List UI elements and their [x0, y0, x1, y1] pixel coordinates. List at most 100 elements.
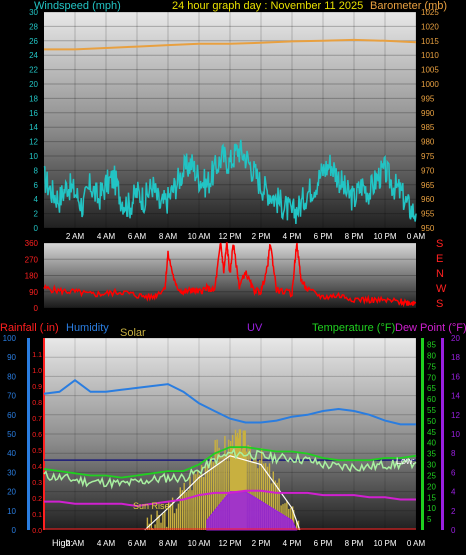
rainfall-tick-label: 0.2: [32, 496, 42, 503]
sunrise-label: Sun Rise: [133, 501, 170, 511]
solar-bar: [268, 463, 271, 530]
solar-bar: [191, 490, 193, 530]
solar-bar: [270, 483, 273, 530]
legend-dewpoint: Dew Point (°F): [395, 322, 466, 334]
uv-tick-label: 8: [451, 449, 456, 458]
compass-label: S: [436, 298, 443, 310]
barometer-tick-label: 980: [421, 138, 435, 147]
temperature-tick-label: 60: [427, 395, 436, 404]
x-tick-label: 4 PM: [283, 232, 302, 241]
solar-bar: [261, 448, 263, 530]
solar-bar: [148, 523, 150, 530]
solar-bar: [199, 474, 201, 530]
solar-bar: [278, 478, 280, 530]
humidity-tick-label: 70: [7, 392, 16, 401]
wind-tick-label: 2: [34, 210, 39, 219]
temperature-tick-label: 40: [427, 439, 436, 448]
uv-tick-label: 4: [451, 488, 456, 497]
barometer-title: Barometer (mb): [370, 0, 447, 12]
x-tick-label: 6 AM: [128, 539, 147, 548]
wind-tick-label: 6: [34, 181, 39, 190]
solar-bar: [197, 471, 199, 530]
solar-bar: [241, 448, 243, 530]
solar-bar: [253, 459, 255, 530]
solar-bar: [168, 502, 170, 530]
humidity-tick-label: 100: [3, 334, 17, 343]
barometer-line: [44, 38, 417, 51]
climate-panel-series: [43, 378, 417, 531]
compass-label: S: [436, 238, 443, 250]
solar-bar: [224, 436, 226, 530]
x-tick-label: 12 PM: [218, 539, 241, 548]
x-tick-label: 12 PM: [218, 232, 241, 241]
solar-bar: [292, 506, 294, 530]
solar-bar: [228, 439, 230, 530]
uv-tick-label: 10: [451, 430, 460, 439]
solar-bar: [231, 446, 233, 530]
wind-tick-label: 0: [34, 224, 39, 233]
temperature-tick-label: 25: [427, 471, 436, 480]
direction-panel-series: [43, 241, 417, 308]
rainfall-tick-label: 0.7: [32, 416, 42, 423]
solar-bar: [154, 524, 156, 530]
direction-line: [43, 241, 417, 308]
x-tick-label: 8 PM: [345, 232, 364, 241]
rainfall-tick-label: 0.8: [32, 400, 42, 407]
barometer-tick-label: 960: [421, 195, 435, 204]
uv-tick-label: 16: [451, 372, 460, 381]
rainfall-tick-label: 0.9: [32, 384, 42, 391]
direction-tick-label: 360: [25, 239, 39, 248]
solar-bar: [216, 439, 218, 530]
solar-bar: [293, 510, 295, 530]
wind-tick-label: 30: [29, 8, 38, 17]
rainfall-tick-label: 1.1: [32, 352, 42, 359]
temperature-tick-label: 50: [427, 417, 436, 426]
temperature-tick-label: 65: [427, 384, 436, 393]
solar-bar: [214, 440, 216, 530]
solar-bar: [166, 526, 168, 530]
uv-axis-bar: [441, 338, 444, 530]
rainfall-tick-label: 0.3: [32, 480, 42, 487]
solar-bar: [179, 487, 181, 530]
wind-tick-label: 16: [29, 109, 38, 118]
x-tick-label: 0 AM: [407, 232, 426, 241]
temperature-tick-label: 85: [427, 341, 436, 350]
humidity-tick-label: 80: [7, 372, 16, 381]
x-tick-label: 2 AM: [66, 539, 85, 548]
x-tick-label: 4 PM: [283, 539, 302, 548]
temperature-tick-label: 55: [427, 406, 436, 415]
graph-title: 24 hour graph day : November 11 2025: [172, 0, 363, 12]
uv-tick-label: 18: [451, 353, 460, 362]
compass-label: N: [436, 268, 444, 280]
x-tick-label: 8 AM: [159, 539, 178, 548]
x-tick-label: 4 AM: [97, 539, 116, 548]
temperature-tick-label: 70: [427, 373, 436, 382]
barometer-tick-label: 1005: [421, 66, 439, 75]
solar-bar: [204, 465, 207, 530]
solar-bar: [259, 459, 261, 530]
x-tick-label: 2 AM: [66, 232, 85, 241]
wind-tick-label: 12: [29, 138, 38, 147]
direction-axis-labels: 0 90 180 270 360: [25, 239, 39, 313]
solar-bar: [290, 507, 292, 530]
x-tick-label: 10 PM: [373, 539, 396, 548]
wind-tick-label: 24: [29, 51, 38, 60]
solar-bar: [189, 476, 191, 530]
barometer-tick-label: 950: [421, 224, 435, 233]
solar-bar: [195, 474, 197, 530]
uv-tick-label: 6: [451, 468, 456, 477]
solar-bar: [262, 463, 265, 530]
uv-tick-label: 12: [451, 411, 460, 420]
humidity-axis-bar: [27, 338, 30, 530]
rainfall-tick-label: 0.1: [32, 512, 42, 519]
humidity-tick-label: 50: [7, 430, 16, 439]
x-tick-label: 8 PM: [345, 539, 364, 548]
wind-tick-label: 22: [29, 66, 38, 75]
climate-panel-x-labels: 2 AM 4 AM 6 AM 8 AM 10 AM 12 PM 2 PM 4 PM 6 PM 8 …: [66, 539, 426, 548]
barometer-tick-label: 1020: [421, 22, 439, 31]
rainfall-tick-label: 0.5: [32, 448, 42, 455]
dewpoint-line: [44, 489, 416, 508]
x-tick-label: 8 AM: [159, 232, 178, 241]
